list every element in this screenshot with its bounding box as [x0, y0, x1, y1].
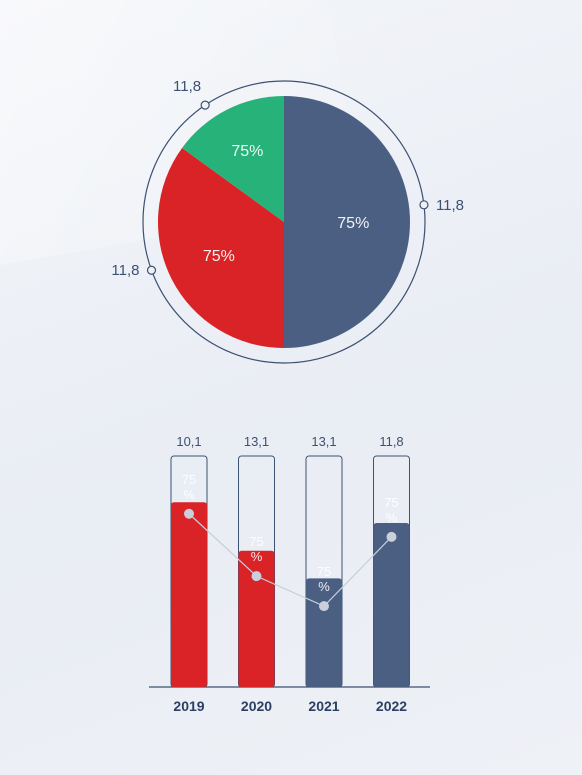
pie-slice-label: 75%: [231, 143, 263, 160]
bar-top-label: 13,1: [244, 434, 269, 449]
pie-slice: [182, 96, 284, 222]
bar-chart: 10,1 13,1 13,1 11,8 75 % 75 % 75 % 75% 2019 2020 20…: [149, 434, 430, 714]
bar-top-label: 11,8: [379, 434, 403, 449]
pie-slice: [158, 147, 284, 348]
pie-chart: 75% 75% 75% 11,8 11,8 11,8: [111, 78, 464, 364]
bar-inner-label: 75%: [249, 534, 263, 564]
bar-top-label: 10,1: [176, 434, 201, 449]
pie-callout-label: 11,8: [111, 262, 139, 279]
bar: [171, 502, 207, 687]
bar-top-label: 13,1: [311, 434, 336, 449]
x-tick-label: 2019: [173, 698, 204, 714]
pie-callout-marker: [200, 100, 210, 110]
trend-point: [386, 531, 397, 542]
pie-callout-marker: [419, 200, 429, 210]
trend-line: [188, 513, 392, 607]
trend-point: [319, 601, 329, 612]
bar: [306, 578, 342, 687]
bar: [373, 522, 410, 687]
x-tick-label: 2022: [376, 698, 407, 714]
pie-slice: [284, 96, 410, 348]
pie-outer-ring: [142, 80, 426, 364]
pie-callout-label: 11,8: [436, 197, 464, 214]
bar-inner-label: 75%: [317, 564, 331, 594]
bar-inner-label: 75%: [384, 495, 398, 525]
pie-callout-marker: [146, 265, 157, 275]
trend-point: [251, 571, 262, 582]
pie-callout-label: 11,8: [173, 78, 201, 95]
pie-slice-label: 75%: [337, 215, 369, 232]
bar: [238, 550, 275, 687]
trend-point: [184, 508, 194, 519]
pie-slice-label: 75%: [203, 248, 235, 265]
x-tick-label: 2021: [308, 698, 339, 714]
x-tick-label: 2020: [241, 698, 272, 714]
bar-inner-label: 75%: [182, 472, 196, 502]
